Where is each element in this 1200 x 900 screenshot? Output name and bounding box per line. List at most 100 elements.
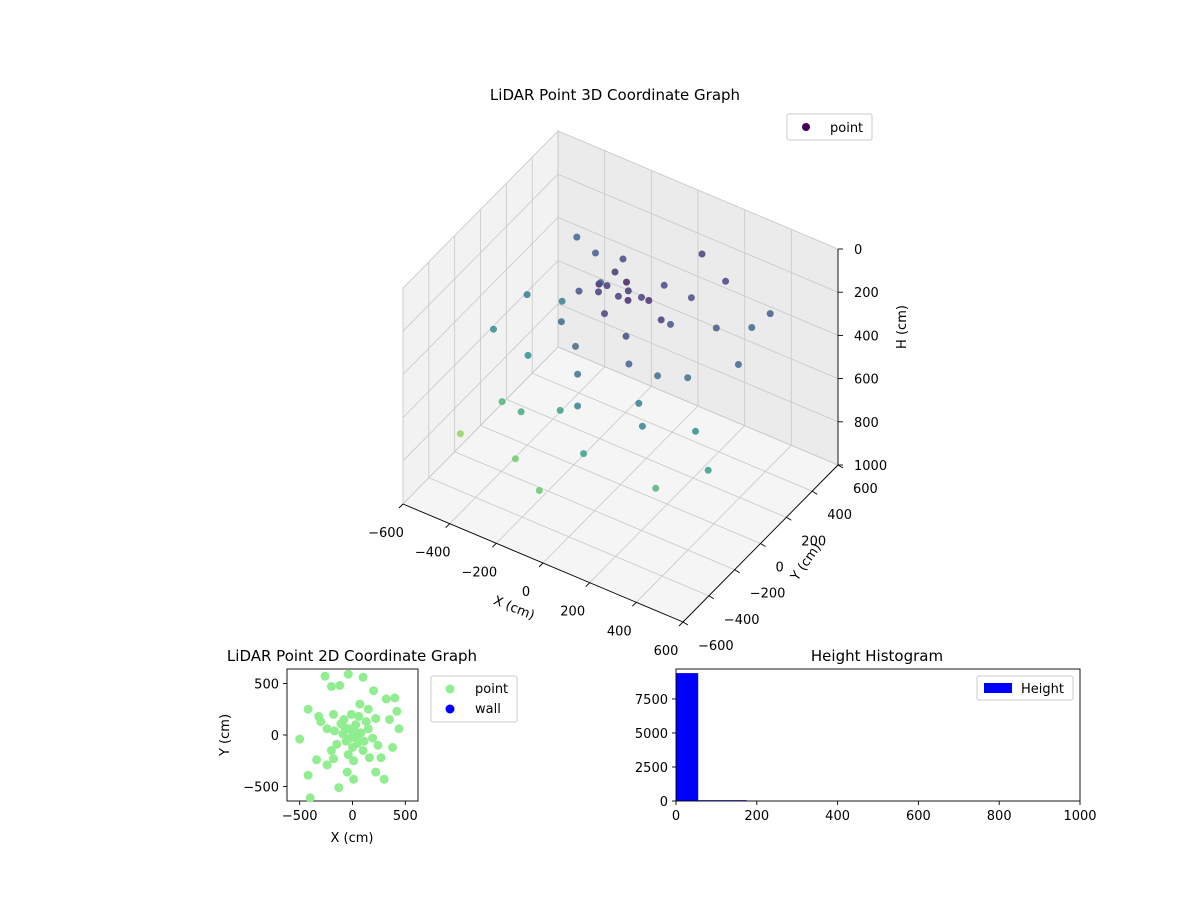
point-2d [322, 724, 332, 734]
chart-3d: LiDAR Point 3D Coordinate Graph −600 −400… [368, 86, 910, 659]
chart-hist-legend: Height [976, 675, 1074, 701]
point-3d [517, 408, 525, 416]
x-tick-label: 600 [906, 809, 931, 824]
x-tick-label: 0 [348, 809, 356, 824]
y-tick [734, 569, 740, 574]
x-tick-label: 500 [393, 809, 418, 824]
gridline-z-back [557, 346, 839, 466]
point-2d [371, 767, 381, 777]
point-2d [312, 755, 322, 765]
point-3d [456, 430, 464, 438]
x-tick-label: 200 [560, 605, 585, 620]
point-2d [342, 767, 352, 777]
histogram-bar [676, 673, 699, 801]
y-tick-label: 0 [271, 729, 279, 744]
y-tick-label: 500 [254, 677, 279, 692]
legend-label-point: point [830, 121, 863, 136]
chart-hist: Height Histogram 0 200 400 600 800 1000 0 2500 5… [635, 647, 1097, 824]
point-3d [535, 487, 543, 494]
point-2d [355, 699, 365, 709]
point-3d [638, 422, 646, 430]
gridline-y-floor [506, 398, 787, 518]
x-tick-label: −500 [282, 809, 318, 824]
x-tick-label: −600 [368, 526, 404, 541]
x-tick [491, 542, 497, 548]
y-tick-label: −200 [750, 587, 786, 602]
point-3d [623, 278, 630, 286]
point-2d [363, 704, 373, 714]
legend-label-point: point [475, 682, 508, 697]
point-2d [332, 739, 342, 749]
legend-frame [976, 675, 1074, 701]
point-2d [349, 774, 359, 784]
gridline-y-floor [454, 451, 735, 571]
gridline-z-left [402, 217, 559, 375]
x-tick-label: −200 [461, 565, 497, 580]
point-3d [523, 291, 531, 299]
point-3d [722, 277, 730, 285]
x-tick-label: 0 [672, 809, 680, 824]
y-tick-label: 0 [776, 561, 784, 576]
gridline-y-floor [428, 477, 709, 597]
gridline-z-back [557, 303, 839, 423]
y-tick [786, 516, 792, 521]
point-2d [371, 714, 381, 723]
gridline-y-floor [480, 425, 761, 544]
chart-2d: LiDAR Point 2D Coordinate Graph −500 0 500… [218, 647, 518, 846]
y-tick-label: 7500 [635, 693, 668, 708]
point-2d [385, 715, 394, 724]
point-2d [354, 711, 364, 721]
point-3d [687, 294, 695, 302]
chart-2d-ticks: −500 0 500 −500 0 500 [243, 677, 417, 824]
point-3d [698, 250, 706, 258]
point-2d [326, 746, 336, 755]
legend-marker-point [445, 684, 455, 694]
chart-3d-zlabel: H (cm) [895, 305, 910, 349]
point-3d [704, 466, 712, 474]
point-3d [657, 316, 665, 324]
point-3d [638, 293, 645, 301]
x-tick [585, 582, 591, 588]
point-3d [614, 292, 622, 300]
point-3d [712, 324, 720, 332]
point-3d [573, 233, 581, 241]
y-tick-label: −400 [724, 613, 760, 628]
x-tick [445, 523, 451, 529]
point-2d [305, 793, 315, 803]
point-3d [766, 310, 774, 318]
point-2d [343, 669, 353, 679]
chart-3d-title: LiDAR Point 3D Coordinate Graph [490, 86, 740, 104]
legend-marker-height [984, 683, 1012, 693]
point-3d [619, 255, 627, 263]
point-3d [603, 282, 611, 290]
gridline-z-back [557, 260, 839, 379]
y-tick-label: 0 [660, 795, 668, 810]
chart-hist-title: Height Histogram [811, 647, 943, 665]
point-2d [340, 723, 350, 733]
point-2d [343, 750, 353, 760]
x-tick-label: 0 [522, 585, 530, 600]
y-tick [760, 543, 766, 547]
gridline-z-back [557, 173, 839, 293]
point-2d [361, 717, 371, 727]
point-3d [557, 318, 565, 326]
point-3d [692, 427, 699, 435]
point-2d [353, 738, 363, 748]
point-3d [611, 268, 619, 276]
legend-marker-point [802, 123, 810, 131]
y-tick [837, 464, 844, 469]
point-2d [390, 693, 400, 703]
point-2d [379, 774, 389, 784]
point-3d [574, 402, 582, 410]
gridline-z-left [402, 260, 559, 418]
chart-3d-points [456, 233, 774, 494]
gridline-z-left [402, 303, 559, 462]
point-2d [320, 671, 330, 681]
point-3d [524, 351, 532, 359]
chart-3d-gridlines [402, 130, 839, 623]
y-tick-label: 600 [853, 482, 878, 497]
point-2d [326, 682, 336, 691]
y-tick-label: −500 [243, 781, 279, 796]
